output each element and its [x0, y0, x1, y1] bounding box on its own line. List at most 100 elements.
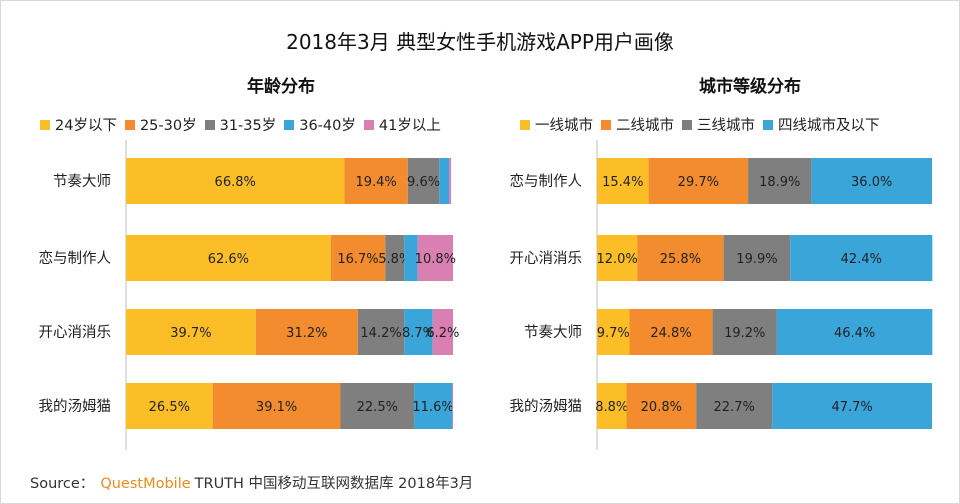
- age-data-label: 9.6%: [407, 175, 440, 190]
- legend-label: 三线城市: [697, 118, 755, 134]
- age-data-label: 8.7%: [402, 326, 435, 341]
- legend-label: 四线城市及以下: [778, 118, 880, 134]
- city-category-label: 我的汤姆猫: [510, 398, 583, 415]
- right-legend: 一线城市 二线城市 三线城市 四线城市及以下: [520, 114, 880, 135]
- city-bar-segment: [772, 383, 932, 429]
- left-legend: 24岁以下 25-30岁 31-35岁 36-40岁 41岁以上: [40, 114, 441, 135]
- age-bar-segment: [404, 235, 418, 281]
- age-bar-segment: [417, 235, 453, 281]
- age-category-label: 开心消消乐: [39, 324, 112, 341]
- age-bar-segment: [439, 158, 450, 204]
- age-bar-segment: [449, 158, 452, 204]
- city-bar-segment: [629, 309, 713, 355]
- age-category-label: 节奏大师: [53, 173, 111, 190]
- legend-label: 31-35岁: [219, 118, 277, 134]
- age-data-label: 14.2%: [360, 326, 401, 341]
- legend-item: 四线城市及以下: [763, 114, 880, 135]
- age-bar-segment: [340, 383, 415, 429]
- age-category-label: 我的汤姆猫: [39, 398, 112, 415]
- legend-label: 41岁以上: [378, 118, 441, 134]
- legend-item: 二线城市: [601, 114, 674, 135]
- city-data-label: 20.8%: [641, 400, 682, 415]
- age-data-label: 62.6%: [208, 252, 249, 267]
- age-bar-segment: [432, 309, 453, 355]
- age-bar-segment: [126, 235, 331, 281]
- legend-label: 二线城市: [616, 118, 674, 134]
- legend-label: 24岁以下: [55, 118, 117, 134]
- age-bar-segment: [404, 309, 433, 355]
- legend-swatch: [520, 119, 530, 130]
- age-bar-segment: [255, 309, 358, 355]
- city-data-label: 12.0%: [596, 252, 637, 267]
- city-bar-segment: [648, 158, 749, 204]
- city-bar-segment: [626, 383, 697, 429]
- city-bar-segment: [723, 235, 791, 281]
- legend-item: 41岁以上: [363, 114, 441, 135]
- legend-swatch: [284, 119, 295, 130]
- legend-swatch: [124, 119, 135, 130]
- legend-label: 25-30岁: [139, 118, 197, 134]
- left-chart-title: 年龄分布: [247, 77, 315, 97]
- age-bar-segment: [407, 158, 440, 204]
- age-bar-segment: [126, 158, 345, 204]
- age-bar-segment: [452, 383, 453, 429]
- age-data-label: 39.1%: [256, 400, 297, 415]
- city-bar-segment: [597, 383, 627, 429]
- city-data-label: 47.7%: [831, 400, 872, 415]
- city-data-label: 15.4%: [602, 175, 643, 190]
- legend-swatch: [763, 119, 773, 130]
- legend-swatch: [204, 119, 215, 130]
- age-bar-segment: [414, 383, 453, 429]
- age-bar-segment: [357, 309, 405, 355]
- source-suffix: TRUTH 中国移动互联网数据库 2018年3月: [194, 476, 474, 492]
- age-data-label: 5.8%: [378, 252, 411, 267]
- legend-label: 36-40岁: [299, 118, 356, 134]
- legend-swatch: [601, 119, 611, 130]
- age-data-label: 10.8%: [415, 252, 456, 267]
- age-data-label: 31.2%: [286, 326, 327, 341]
- legend-swatch: [40, 119, 50, 130]
- city-data-label: 18.9%: [759, 175, 800, 190]
- age-category-label: 恋与制作人: [39, 249, 112, 267]
- age-bar-segment: [212, 383, 341, 429]
- city-data-label: 8.8%: [595, 400, 628, 415]
- age-data-label: 11.6%: [412, 400, 453, 415]
- age-data-label: 39.7%: [170, 326, 211, 341]
- age-bar-segment: [126, 309, 256, 355]
- city-category-label: 恋与制作人: [510, 172, 583, 190]
- city-bar-segment: [776, 309, 933, 355]
- city-bar-segment: [597, 158, 649, 204]
- city-bar-segment: [696, 383, 773, 429]
- city-data-label: 46.4%: [834, 326, 875, 341]
- legend-label: 一线城市: [535, 118, 593, 134]
- age-bar-segment: [330, 235, 386, 281]
- legend-item: 36-40岁: [284, 114, 356, 135]
- city-bar-segment: [597, 309, 630, 355]
- source-brand: QuestMobile: [100, 476, 191, 492]
- legend-item: 24岁以下: [40, 114, 117, 135]
- age-bar-segment: [385, 235, 405, 281]
- city-data-label: 36.0%: [851, 175, 892, 190]
- city-data-label: 9.7%: [597, 326, 630, 341]
- age-bar-segment: [126, 383, 213, 429]
- age-data-label: 6.2%: [426, 326, 459, 341]
- legend-item: 25-30岁: [124, 114, 197, 135]
- age-data-label: 16.7%: [337, 252, 378, 267]
- city-bar-segment: [811, 158, 932, 204]
- city-bar-segment: [712, 309, 777, 355]
- city-bar-segment: [790, 235, 933, 281]
- source-note: Source： QuestMobile TRUTH 中国移动互联网数据库 2018年…: [30, 472, 473, 493]
- legend-swatch: [682, 119, 692, 130]
- age-data-label: 19.4%: [355, 175, 396, 190]
- legend-item: 三线城市: [682, 114, 755, 135]
- source-prefix: Source：: [30, 476, 95, 492]
- age-bar-segment: [344, 158, 408, 204]
- page-title: 2018年3月 典型女性手机游戏APP用户画像: [286, 30, 674, 54]
- city-data-label: 24.8%: [650, 326, 691, 341]
- city-data-label: 42.4%: [841, 252, 882, 267]
- age-data-label: 26.5%: [149, 400, 190, 415]
- city-bar-segment: [597, 235, 638, 281]
- age-data-label: 22.5%: [357, 400, 398, 415]
